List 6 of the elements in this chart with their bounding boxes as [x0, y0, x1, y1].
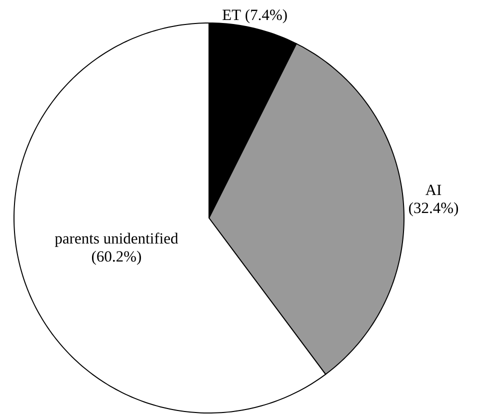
slice-label: AI: [425, 184, 442, 195]
slice-label: ET: [222, 10, 241, 20]
slice-label: parents unidentified: [54, 232, 178, 247]
data-label: (60.2%): [92, 250, 141, 265]
data-label: (7.4%): [246, 9, 287, 24]
data-label: (32.4%): [409, 202, 458, 216]
